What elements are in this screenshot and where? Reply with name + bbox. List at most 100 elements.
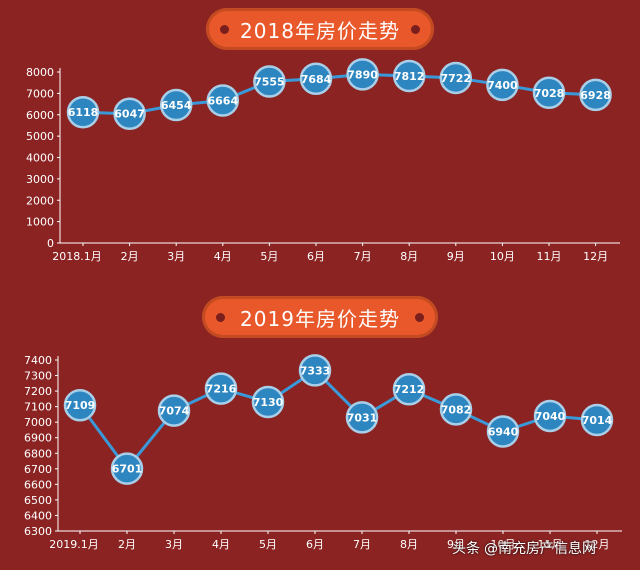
x-tick-label: 2018.1月: [52, 250, 102, 263]
data-point: [533, 399, 567, 433]
data-label: 7722: [440, 72, 471, 85]
data-label: 7014: [582, 414, 613, 427]
data-label: 6701: [112, 463, 143, 476]
data-label: 6047: [114, 108, 145, 121]
chart-2018-title-pill: 2018年房价走势: [206, 8, 434, 50]
x-tick-label: 2月: [121, 250, 139, 263]
data-point: [251, 385, 285, 419]
data-label: 7555: [254, 76, 285, 89]
data-point: [486, 68, 519, 102]
data-point: [439, 393, 473, 426]
y-tick-label: 6700: [24, 463, 52, 476]
y-tick-label: 6000: [26, 109, 54, 122]
x-tick-label: 5月: [260, 250, 278, 263]
chart-2018-title: 2018年房价走势: [240, 18, 400, 43]
y-tick-label: 5000: [26, 130, 54, 143]
y-tick-label: 6500: [24, 494, 52, 507]
chart-2019-title: 2019年房价走势: [240, 306, 400, 331]
data-point: [159, 88, 193, 122]
y-tick-label: 1000: [26, 216, 54, 229]
data-label: 7040: [535, 410, 566, 423]
y-tick-label: 7300: [24, 370, 52, 383]
x-tick-label: 11月: [537, 250, 562, 263]
data-label: 7684: [301, 73, 332, 86]
data-label: 7216: [206, 383, 237, 396]
data-point: [579, 78, 612, 112]
y-tick-label: 8000: [26, 66, 54, 79]
data-point: [345, 401, 379, 434]
y-tick-label: 6800: [24, 447, 52, 460]
y-tick-label: 6600: [24, 478, 52, 491]
watermark-handle: @南充房产信息网: [484, 541, 596, 557]
pill-dot-right: [415, 313, 424, 322]
y-tick-label: 7000: [26, 87, 54, 100]
chart-2019-title-pill: 2019年房价走势: [202, 296, 438, 338]
x-tick-label: 4月: [214, 250, 232, 263]
data-label: 7031: [347, 411, 378, 424]
data-point: [157, 394, 191, 427]
x-tick-label: 2月: [118, 538, 136, 551]
data-point: [392, 372, 426, 406]
y-tick-label: 7200: [24, 385, 52, 398]
y-tick-label: 7400: [24, 354, 52, 367]
data-point: [346, 58, 379, 91]
data-label: 7890: [347, 68, 378, 81]
pill-dot-left: [216, 313, 225, 322]
data-point: [580, 403, 614, 437]
x-tick-label: 3月: [167, 250, 185, 263]
x-tick-label: 8月: [400, 538, 418, 551]
data-point: [66, 95, 100, 129]
data-label: 6940: [488, 426, 519, 439]
x-tick-label: 8月: [400, 250, 418, 263]
data-point: [110, 452, 144, 485]
data-point: [299, 62, 333, 96]
data-point: [63, 388, 97, 422]
y-tick-label: 0: [47, 237, 54, 250]
data-label: 7400: [487, 79, 518, 92]
y-tick-label: 4000: [26, 152, 54, 165]
series-line: [78, 368, 598, 472]
pill-dot-right: [411, 25, 420, 34]
x-tick-label: 4月: [212, 538, 230, 551]
x-tick-label: 10月: [490, 250, 515, 263]
x-tick-label: 5月: [259, 538, 277, 551]
watermark: 头条 @南充房产信息网: [452, 537, 596, 559]
data-label: 7333: [300, 364, 331, 377]
data-point: [253, 65, 286, 98]
watermark-prefix: 头条: [452, 541, 480, 557]
data-label: 6454: [161, 99, 192, 112]
data-label: 7212: [394, 383, 425, 396]
x-tick-label: 7月: [353, 538, 371, 551]
data-label: 7130: [253, 396, 284, 409]
pill-dot-left: [220, 25, 229, 34]
data-label: 7812: [394, 70, 425, 83]
y-tick-label: 7100: [24, 401, 52, 414]
data-label: 7028: [534, 87, 565, 100]
x-tick-label: 6月: [306, 538, 324, 551]
data-label: 6664: [207, 95, 238, 108]
data-point: [532, 76, 566, 110]
chart-2018-plot: 0 1000 2000 3000 4000 5000 6000 7000 8000 2018.1月…: [26, 58, 620, 263]
data-label: 7082: [441, 403, 472, 416]
data-label: 6928: [580, 89, 611, 102]
y-tick-label: 6400: [24, 509, 52, 522]
series-line: [82, 72, 596, 116]
x-tick-label: 2019.1月: [49, 538, 99, 551]
data-point: [392, 59, 426, 93]
data-point: [298, 354, 332, 387]
y-tick-label: 7000: [24, 416, 52, 429]
x-tick-label: 9月: [447, 250, 465, 263]
data-label: 6118: [68, 106, 99, 119]
data-point: [439, 61, 473, 95]
x-tick-label: 3月: [165, 538, 183, 551]
data-point: [206, 84, 240, 117]
y-tick-label: 6900: [24, 432, 52, 445]
y-tick-label: 6300: [24, 525, 52, 538]
data-label: 7109: [65, 399, 96, 412]
x-tick-label: 12月: [583, 250, 608, 263]
data-label: 7074: [159, 405, 190, 418]
x-tick-label: 6月: [307, 250, 325, 263]
y-tick-label: 3000: [26, 173, 54, 186]
x-tick-label: 7月: [354, 250, 372, 263]
data-point: [204, 372, 238, 405]
